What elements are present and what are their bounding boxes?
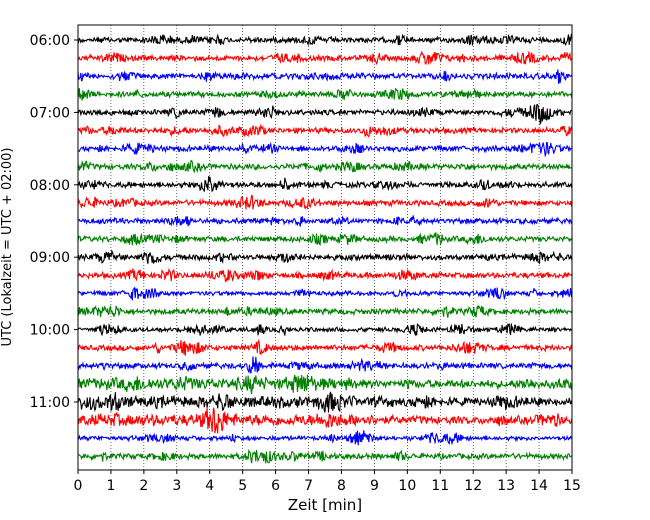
plot-background (78, 25, 572, 470)
seismic-traces (77, 33, 573, 464)
trace-line (77, 141, 573, 158)
x-tick-label: 15 (563, 478, 581, 494)
trace-line (77, 215, 573, 227)
plot-frame (77, 24, 573, 471)
trace-line (77, 267, 573, 283)
x-tick-label: 13 (497, 478, 515, 494)
x-axis-label: Zeit [min] (288, 496, 362, 514)
trace-line (77, 51, 573, 66)
x-tick-label: 3 (172, 478, 181, 494)
trace-line (77, 322, 573, 337)
y-tick-label: 07:00 (30, 105, 70, 121)
trace-line (77, 374, 573, 395)
x-tick-label: 9 (370, 478, 379, 494)
x-tick-label: 0 (74, 478, 83, 494)
trace-line (77, 448, 573, 464)
y-axis-ticks: 06:00 07:00 08:00 09:00 10:00 11:00 (30, 33, 78, 411)
trace-line (77, 407, 573, 434)
x-tick-label: 2 (139, 478, 148, 494)
x-tick-label: 5 (238, 478, 247, 494)
x-tick-label: 10 (398, 478, 416, 494)
trace-line (77, 159, 572, 174)
trace-line (77, 391, 573, 413)
trace-line (77, 87, 573, 101)
trace-line (77, 305, 573, 318)
trace-line (77, 33, 573, 47)
x-tick-label: 1 (106, 478, 115, 494)
y-tick-label: 09:00 (30, 250, 70, 266)
trace-line (77, 69, 573, 84)
vertical-grid (110, 25, 540, 470)
trace-line (77, 356, 573, 374)
x-tick-label: 14 (530, 478, 548, 494)
x-tick-label: 7 (304, 478, 313, 494)
y-tick-label: 10:00 (30, 323, 70, 339)
trace-line (77, 286, 573, 301)
x-tick-label: 12 (464, 478, 482, 494)
trace-line (77, 338, 573, 356)
x-tick-label: 11 (431, 478, 449, 494)
x-tick-label: 6 (271, 478, 280, 494)
y-axis-label: UTC (Lokalzeit = UTC + 02:00) (0, 148, 15, 347)
y-tick-label: 08:00 (30, 178, 70, 194)
trace-line (77, 176, 573, 193)
trace-line (77, 124, 573, 138)
trace-line (77, 232, 573, 247)
x-tick-label: 4 (205, 478, 214, 494)
trace-line (77, 194, 573, 210)
x-axis-ticks: 0 1 2 3 4 5 6 7 8 9 10 11 12 13 14 15 (74, 470, 581, 494)
y-tick-label: 11:00 (30, 395, 70, 411)
trace-line (77, 103, 573, 126)
y-tick-label: 06:00 (30, 33, 70, 49)
trace-line (77, 249, 573, 265)
trace-line (77, 430, 573, 446)
x-tick-label: 8 (337, 478, 346, 494)
